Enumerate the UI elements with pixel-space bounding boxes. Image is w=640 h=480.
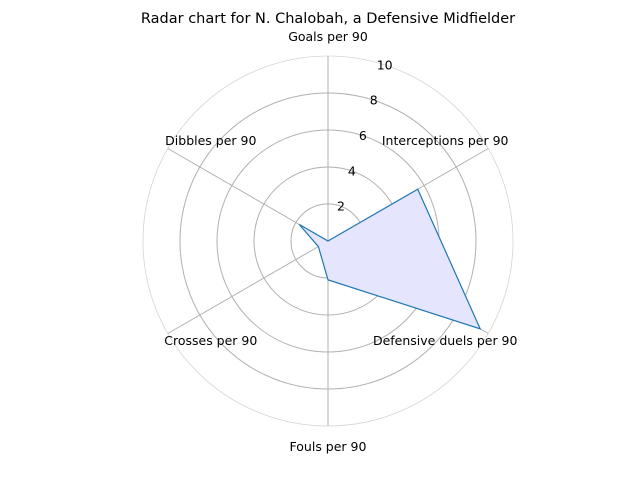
chart-title: Radar chart for N. Chalobah, a Defensive… bbox=[141, 11, 515, 27]
rtick-label: 8 bbox=[370, 93, 378, 108]
rtick-label: 6 bbox=[359, 128, 367, 143]
spoke-line bbox=[167, 240, 329, 334]
axis-label-2: Defensive duels per 90 bbox=[373, 333, 518, 348]
radar-grid bbox=[142, 55, 514, 427]
rtick-label: 4 bbox=[348, 163, 356, 178]
axis-label-1: Interceptions per 90 bbox=[382, 133, 509, 148]
data-area bbox=[299, 189, 481, 329]
axis-label-5: Dibbles per 90 bbox=[165, 133, 256, 148]
axis-label-0: Goals per 90 bbox=[288, 29, 368, 44]
rtick-label: 10 bbox=[377, 57, 393, 72]
radar-labels: 2 4 6 8 10 Goals per 90 Interceptions per 90 De… bbox=[164, 29, 517, 454]
axis-label-4: Crosses per 90 bbox=[164, 333, 257, 348]
rtick-label: 2 bbox=[337, 199, 345, 214]
axis-label-3: Fouls per 90 bbox=[290, 439, 367, 454]
radar-data bbox=[298, 188, 482, 330]
data-line bbox=[298, 188, 482, 330]
